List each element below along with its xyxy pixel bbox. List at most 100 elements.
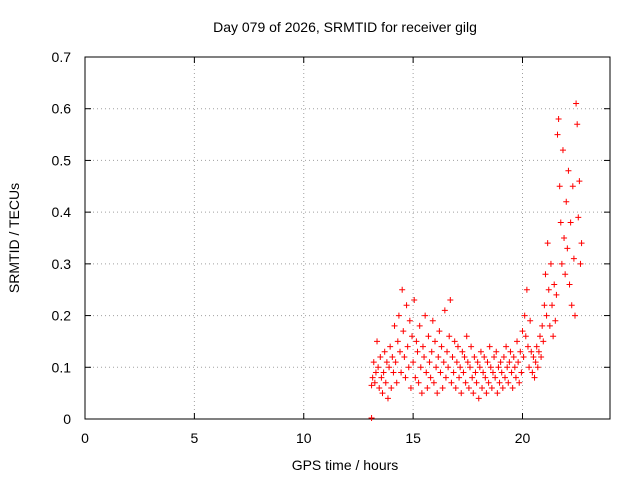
data-point [507, 348, 514, 355]
data-point [392, 359, 399, 366]
data-point [535, 348, 542, 355]
data-point [399, 286, 406, 293]
y-tick-label: 0 [63, 411, 71, 427]
data-point [369, 374, 376, 381]
data-point [410, 359, 417, 366]
data-point [379, 390, 386, 397]
data-point [506, 359, 513, 366]
x-tick-label: 10 [296, 430, 312, 446]
data-point [473, 379, 480, 386]
data-point [554, 131, 561, 138]
data-point [433, 364, 440, 371]
data-point [541, 302, 548, 309]
plot-frame [84, 56, 611, 420]
data-point [577, 260, 584, 267]
x-tick-label: 0 [81, 430, 89, 446]
data-point [405, 364, 412, 371]
data-point [453, 359, 460, 366]
data-point [550, 333, 557, 340]
data-point [558, 260, 565, 267]
data-point [505, 379, 512, 386]
data-point [527, 317, 534, 324]
data-point [456, 374, 463, 381]
data-point [477, 348, 484, 355]
data-point [381, 348, 388, 355]
data-point [426, 359, 433, 366]
data-point [371, 379, 378, 386]
data-point [491, 353, 498, 360]
data-point [425, 333, 432, 340]
data-point [481, 353, 488, 360]
data-point [372, 369, 379, 376]
data-point [495, 364, 502, 371]
data-point [415, 379, 422, 386]
data-point [508, 369, 515, 376]
y-tick-label: 0.4 [52, 204, 72, 220]
data-point [432, 338, 438, 345]
data-point [428, 348, 435, 355]
data-point [436, 328, 443, 335]
data-point [549, 302, 556, 309]
data-point [470, 390, 477, 397]
data-point [542, 271, 549, 278]
data-point [528, 348, 535, 355]
data-point [423, 369, 430, 376]
data-point [452, 384, 459, 391]
data-point [494, 390, 501, 397]
data-point [538, 353, 545, 360]
data-point [530, 353, 537, 360]
data-point [421, 353, 428, 360]
data-point [445, 364, 452, 371]
data-point [397, 348, 403, 355]
data-point [504, 364, 511, 371]
data-point [390, 369, 397, 376]
data-point [388, 384, 395, 391]
data-point [472, 369, 479, 376]
data-point [568, 302, 575, 309]
data-point [417, 364, 424, 371]
data-point [376, 384, 383, 391]
data-point [516, 379, 523, 386]
data-point [449, 353, 456, 360]
data-point [557, 219, 564, 226]
data-point [578, 240, 585, 247]
data-point [497, 359, 504, 366]
data-point [467, 364, 473, 371]
y-tick-label: 0.5 [52, 152, 72, 168]
data-point [444, 348, 451, 355]
data-point [555, 116, 562, 123]
data-point [412, 374, 419, 381]
data-point [522, 333, 529, 340]
data-point [487, 364, 494, 371]
data-point [461, 353, 468, 360]
data-point [559, 147, 566, 154]
data-point [563, 198, 570, 205]
data-point [414, 348, 421, 355]
data-point [395, 312, 402, 319]
data-point [463, 333, 470, 340]
data-point [447, 297, 454, 304]
data-point [368, 382, 375, 389]
y-tick-label: 0.7 [52, 49, 72, 65]
data-point [546, 322, 553, 329]
data-point [411, 297, 418, 304]
data-point [519, 328, 526, 335]
axis-ticks: 0 5 10 15 20 0 0.1 0.2 0.3 0.4 0.5 0.6 0.7 [52, 49, 610, 446]
data-point [382, 379, 389, 386]
data-point [435, 353, 442, 360]
data-point [386, 364, 393, 371]
data-point [434, 390, 441, 397]
data-point [404, 343, 411, 350]
data-point [552, 317, 559, 324]
data-point [532, 359, 539, 366]
data-point [566, 281, 573, 288]
y-axis-label: SRMTID / TECUs [6, 183, 22, 293]
data-point [510, 353, 517, 360]
data-point [556, 183, 563, 190]
data-point [482, 374, 489, 381]
data-point [569, 183, 576, 190]
data-point [377, 353, 384, 360]
data-point [440, 359, 447, 366]
x-tick-label: 5 [190, 430, 198, 446]
